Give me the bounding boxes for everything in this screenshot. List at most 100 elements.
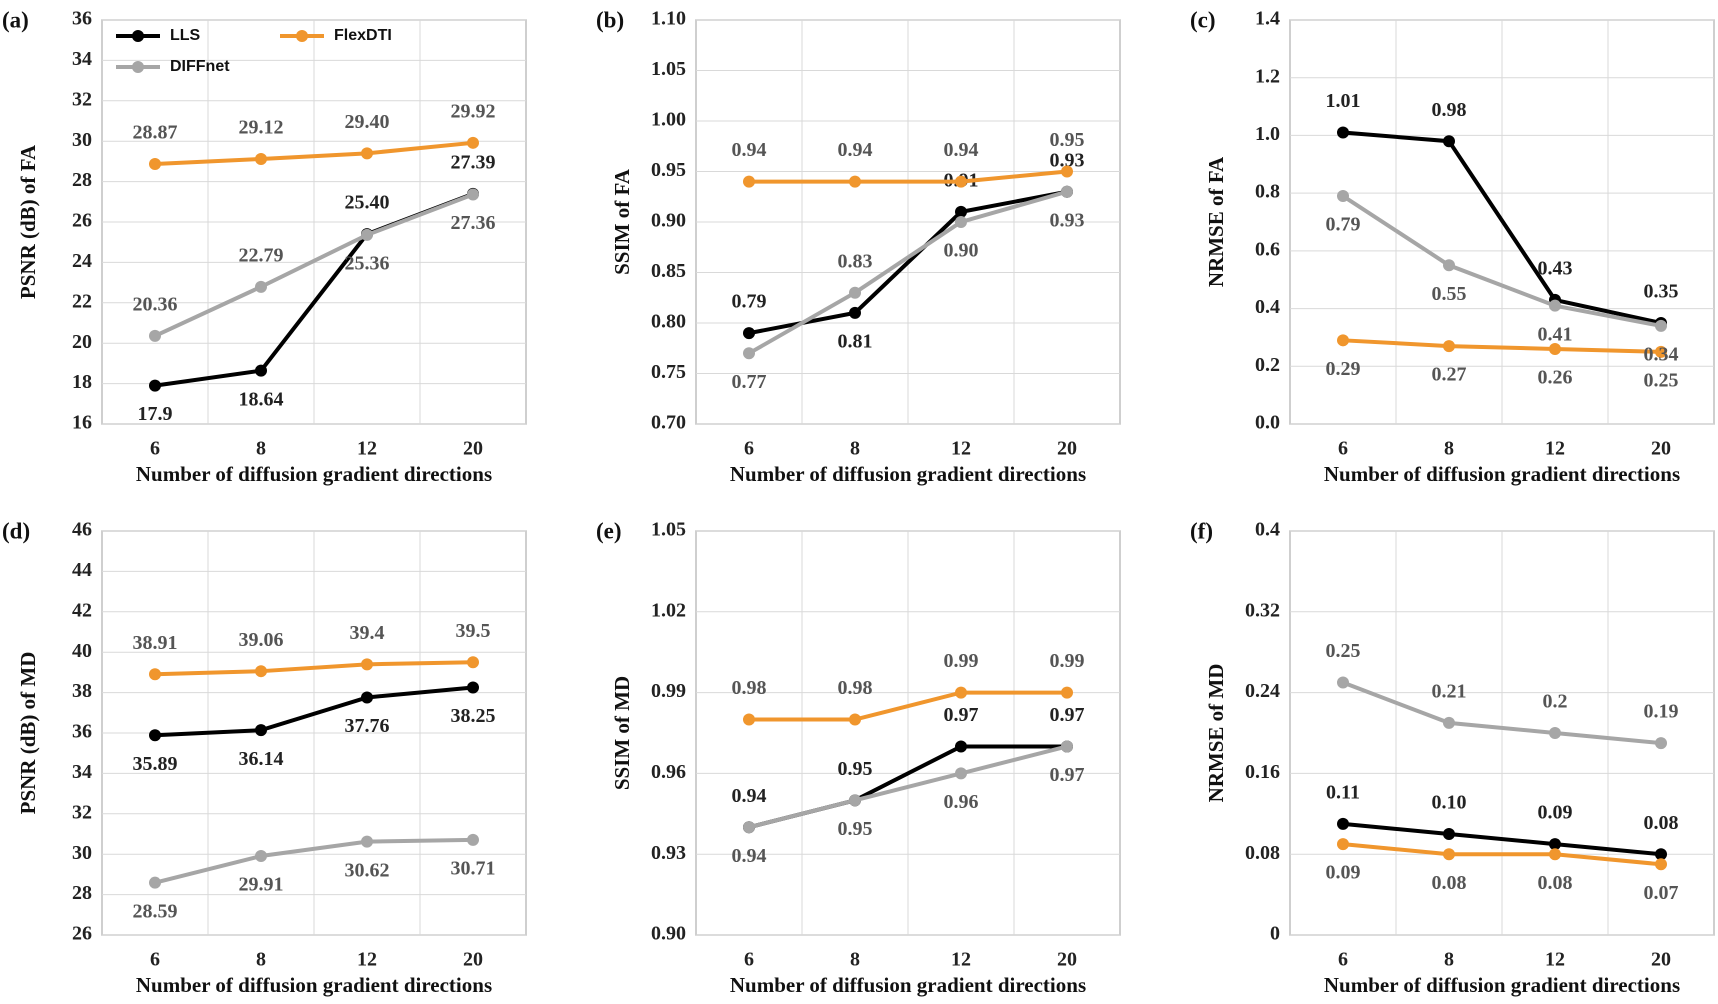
data-label: 0.35	[1644, 281, 1679, 303]
point	[955, 767, 967, 780]
y-axis-label: PSNR (dB) of MD	[16, 652, 40, 815]
data-label: 0.34	[1644, 343, 1679, 365]
data-label: 0.93	[1050, 209, 1085, 231]
y-tick-label: 0.70	[651, 412, 686, 434]
y-tick-label: 20	[72, 331, 92, 353]
data-label: 0.79	[732, 291, 767, 313]
y-tick-label: 42	[72, 599, 92, 621]
data-label: 18.64	[239, 388, 284, 410]
data-label: 38.25	[451, 705, 496, 727]
data-label: 0.94	[732, 785, 767, 807]
legend-marker	[296, 30, 308, 42]
data-label: 0.09	[1326, 862, 1361, 884]
legend-label: DIFFnet	[170, 58, 230, 75]
point	[255, 665, 267, 678]
point	[467, 136, 479, 149]
point	[1337, 190, 1349, 203]
point	[255, 152, 267, 165]
series-line	[1341, 194, 1662, 328]
series-line	[749, 690, 1067, 722]
point	[955, 686, 967, 699]
data-label: 0.94	[944, 139, 979, 161]
y-tick-label: 0.16	[1245, 761, 1280, 783]
data-label: 0.99	[944, 650, 979, 672]
data-label: 0.2	[1543, 691, 1568, 713]
y-tick-label: 24	[72, 250, 92, 272]
point	[743, 713, 755, 726]
data-label: 0.08	[1538, 872, 1573, 894]
y-tick-label: 0.8	[1255, 181, 1280, 203]
data-label: 0.07	[1644, 882, 1679, 904]
point	[149, 668, 161, 681]
y-tick-label: 46	[72, 519, 92, 541]
data-label: 0.09	[1538, 802, 1573, 824]
y-tick-label: 0.90	[651, 923, 686, 945]
x-tick-label: 12	[1545, 438, 1565, 460]
data-label: 25.40	[345, 192, 390, 214]
y-tick-label: 0.4	[1255, 296, 1280, 318]
data-label: 0.98	[838, 677, 873, 699]
x-tick-label: 12	[357, 949, 377, 971]
y-tick-label: 18	[72, 371, 92, 393]
point	[149, 876, 161, 889]
x-axis-label: Number of diffusion gradient directions	[1324, 973, 1680, 997]
x-tick-label: 8	[850, 949, 860, 971]
x-tick-label: 8	[256, 438, 266, 460]
point	[361, 691, 373, 704]
x-tick-label: 20	[1651, 438, 1671, 460]
x-tick-label: 8	[1444, 438, 1454, 460]
point	[1655, 858, 1667, 871]
point	[467, 681, 479, 694]
y-tick-label: 40	[72, 640, 92, 662]
point	[467, 656, 479, 669]
data-label: 0.25	[1326, 640, 1361, 662]
data-label: 0.97	[1050, 764, 1085, 786]
data-label: 37.76	[345, 715, 390, 737]
y-tick-label: 28	[72, 169, 92, 191]
legend-label: LLS	[170, 27, 201, 44]
data-label: 36.14	[239, 748, 284, 770]
point	[1549, 299, 1561, 312]
data-label: 0.94	[838, 139, 873, 161]
point	[849, 286, 861, 299]
data-label: 0.95	[838, 758, 873, 780]
y-tick-label: 36	[72, 721, 92, 743]
data-label: 0.19	[1644, 701, 1679, 723]
panel-label: (b)	[596, 7, 624, 32]
point	[149, 158, 161, 171]
data-label: 29.91	[239, 874, 284, 896]
x-tick-label: 12	[951, 438, 971, 460]
series-line	[749, 169, 1068, 184]
point	[849, 306, 861, 319]
point	[1337, 838, 1349, 851]
point	[955, 216, 967, 228]
series-line	[1342, 842, 1662, 867]
point	[361, 835, 373, 848]
point	[1443, 848, 1455, 861]
data-label: 0.11	[1326, 781, 1360, 803]
point	[1443, 340, 1455, 353]
point	[849, 175, 861, 188]
point	[1061, 740, 1073, 753]
y-tick-label: 30	[72, 129, 92, 151]
data-label: 28.59	[133, 900, 178, 922]
data-label: 25.36	[345, 253, 390, 275]
x-tick-label: 12	[357, 438, 377, 460]
y-tick-label: 38	[72, 680, 92, 702]
point	[1443, 259, 1455, 272]
point	[849, 713, 861, 726]
point	[1655, 319, 1667, 332]
data-label: 0.95	[1050, 129, 1085, 151]
x-axis-label: Number of diffusion gradient directions	[136, 462, 492, 486]
data-label: 0.83	[838, 250, 873, 272]
data-label: 0.90	[944, 240, 979, 262]
point	[1061, 185, 1073, 198]
point	[1549, 342, 1561, 355]
x-tick-label: 20	[1651, 949, 1671, 971]
point	[255, 724, 267, 737]
data-label: 0.79	[1326, 214, 1361, 236]
data-label: 0.98	[1432, 99, 1467, 121]
point	[1337, 334, 1349, 347]
point	[1337, 126, 1349, 139]
point	[1549, 727, 1561, 739]
